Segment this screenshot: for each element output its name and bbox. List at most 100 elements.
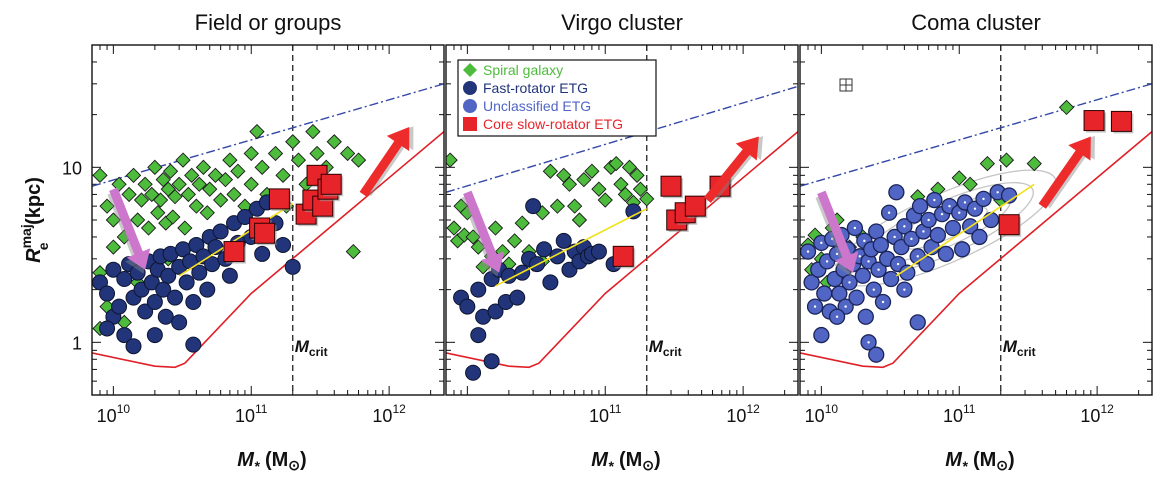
unclassified-point xyxy=(872,236,889,254)
spiral-point xyxy=(226,186,242,203)
spiral-point xyxy=(222,152,238,168)
mean-relation-line xyxy=(178,202,294,277)
slow-rotator-points xyxy=(612,175,733,269)
fast-rotator-point xyxy=(185,293,202,310)
spiral-point xyxy=(446,220,462,236)
slow-rotator-point xyxy=(254,222,276,244)
spiral-point xyxy=(105,239,121,255)
legend-marker xyxy=(463,81,477,95)
spiral-point xyxy=(99,198,115,214)
spiral-point xyxy=(621,159,638,175)
unclassified-point xyxy=(868,346,885,363)
spiral-point xyxy=(243,145,259,162)
unclassified-point-dot xyxy=(820,241,823,245)
unclassified-point xyxy=(971,228,988,246)
y-axis-label-main: R xyxy=(23,248,45,263)
legend-label: Spiral galaxy xyxy=(483,62,563,78)
unclassified-point xyxy=(803,274,820,291)
y-tick-label: 1 xyxy=(72,333,82,353)
slow-rotator-point xyxy=(1110,110,1132,132)
spiral-point xyxy=(629,167,645,183)
spiral-point xyxy=(305,123,321,140)
panel-field-or-groups: Field or groups 1010 1011 1012 1 10 M* (M⊙) Mcr… xyxy=(62,10,445,474)
spiral-point xyxy=(576,172,592,188)
spiral-point xyxy=(177,220,193,236)
slow-rotator-point xyxy=(223,241,245,263)
unclassified-point xyxy=(911,197,929,215)
spiral-point xyxy=(213,192,229,208)
spiral-point xyxy=(1026,155,1042,172)
slow-rotator-points xyxy=(998,110,1134,237)
unclassified-point-dot xyxy=(835,315,839,318)
spiral-point xyxy=(180,186,197,203)
fast-rotator-point xyxy=(146,293,163,310)
mcrit-label: Mcrit xyxy=(1003,337,1036,359)
panel-frame xyxy=(91,44,445,396)
spiral-point xyxy=(188,198,205,214)
slow-rotator-point xyxy=(268,188,290,210)
unclassified-points xyxy=(800,184,1018,363)
x-tick-label: 1012 xyxy=(1080,402,1114,426)
unclassified-point xyxy=(944,219,962,237)
fast-rotator-point xyxy=(483,353,500,370)
unclassified-point-dot xyxy=(867,341,870,344)
legend: Spiral galaxy Fast-rotator ETG Unclassifie… xyxy=(457,59,657,137)
spiral-point xyxy=(1058,99,1075,116)
fast-rotator-point xyxy=(99,320,116,337)
spiral-point xyxy=(470,239,486,255)
spiral-point xyxy=(567,198,583,214)
fast-rotator-point xyxy=(459,298,476,315)
spiral-point xyxy=(137,176,153,192)
spiral-point xyxy=(632,181,649,197)
spiral-point xyxy=(584,163,600,179)
spiral-point xyxy=(133,192,150,208)
legend-label: Unclassified ETG xyxy=(483,98,591,114)
fast-rotator-point xyxy=(178,274,195,291)
dashdot-line xyxy=(446,85,798,193)
unclassified-point-dot xyxy=(916,255,919,258)
spiral-point xyxy=(165,209,181,225)
unclassified-point xyxy=(929,226,947,244)
evolution-arrow-down xyxy=(461,190,505,277)
unclassified-point-dot xyxy=(806,250,810,253)
spiral-point xyxy=(339,145,356,162)
ticks xyxy=(445,44,798,396)
zone-of-exclusion-line xyxy=(92,130,444,369)
x-tick-label: 1011 xyxy=(235,402,268,426)
spiral-point xyxy=(465,229,481,245)
spiral-point xyxy=(487,220,504,236)
fast-rotator-point xyxy=(625,203,642,220)
y-axis-label-unit: (kpc) xyxy=(23,177,45,230)
plot-area xyxy=(92,45,444,395)
panel-title: Field or groups xyxy=(195,10,342,35)
spiral-point xyxy=(591,181,607,197)
fast-rotator-point xyxy=(111,298,128,315)
error-box-icon xyxy=(839,78,853,92)
evolution-arrow-down xyxy=(815,190,859,277)
unclassified-point xyxy=(954,241,971,258)
y-tick-label: 10 xyxy=(62,158,82,178)
fast-rotator-point xyxy=(542,274,559,291)
unclassified-point-dot xyxy=(958,211,961,214)
slow-rotator-point xyxy=(1083,110,1105,132)
unclassified-point-dot xyxy=(927,218,930,222)
unclassified-point-dot xyxy=(877,268,880,271)
unclassified-point-dot xyxy=(844,305,847,308)
unclassified-point xyxy=(882,270,900,288)
fast-rotator-point xyxy=(105,261,122,278)
legend-marker xyxy=(463,63,477,77)
spiral-point xyxy=(195,159,212,175)
dashdot-line xyxy=(800,83,1152,187)
spiral-point xyxy=(130,212,146,228)
fast-rotator-point xyxy=(590,243,607,260)
mcrit-label: Mcrit xyxy=(295,337,328,359)
spiral-point xyxy=(275,167,291,183)
plot-area xyxy=(800,45,1152,395)
unclassified-point-dot xyxy=(853,226,857,230)
fast-rotator-point xyxy=(236,209,253,226)
x-axis-label: M* (M⊙) xyxy=(591,449,660,474)
fast-rotator-point xyxy=(212,223,229,240)
x-axis-label: M* (M⊙) xyxy=(945,449,1014,474)
legend-marker xyxy=(463,117,477,131)
x-tick-label: 1010 xyxy=(805,402,839,426)
